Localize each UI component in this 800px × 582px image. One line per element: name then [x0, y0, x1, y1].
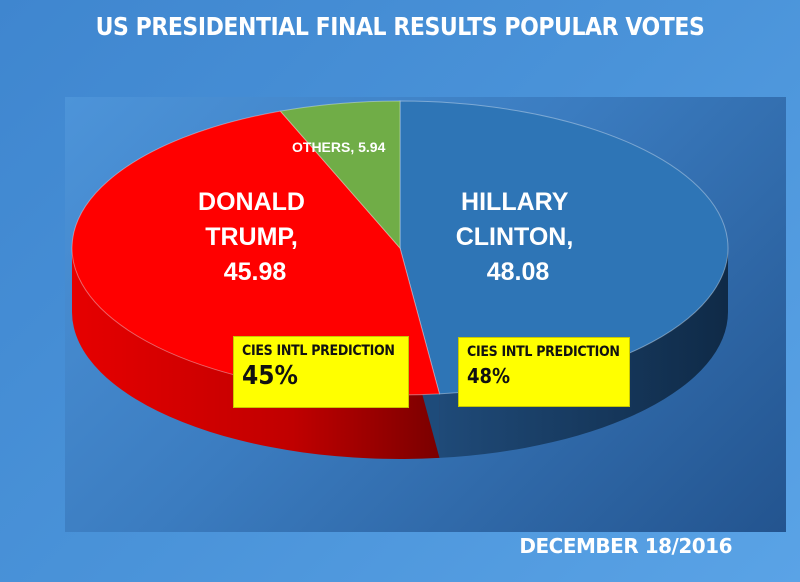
data-label-others: OTHERS, 5.94 — [292, 139, 386, 155]
prediction-value-clinton: 48% — [467, 364, 511, 388]
prediction-box-trump: CIES INTL PREDICTION 45% — [233, 336, 409, 408]
date-label: DECEMBER 18/2016 — [519, 534, 732, 558]
data-label-clinton-line1: HILLARY — [461, 188, 569, 216]
data-label-clinton-line3: 48.08 — [487, 258, 550, 286]
pie-top-faces — [71, 100, 729, 396]
data-label-trump-line1: DONALD — [198, 188, 305, 216]
prediction-value-trump: 45% — [242, 361, 298, 391]
prediction-title-clinton: CIES INTL PREDICTION — [467, 344, 620, 360]
data-label-trump: DONALD TRUMP, 45.98 — [198, 188, 312, 286]
prediction-box-clinton: CIES INTL PREDICTION 48% — [458, 337, 630, 407]
pie-slice-others — [279, 100, 401, 250]
data-label-trump-line2: TRUMP, — [205, 223, 298, 251]
prediction-title-trump: CIES INTL PREDICTION — [242, 343, 395, 359]
data-label-clinton-line2: CLINTON, — [456, 223, 574, 251]
chart-title: US PRESIDENTIAL FINAL RESULTS POPULAR VO… — [95, 12, 705, 41]
data-label-trump-line3: 45.98 — [224, 258, 287, 286]
data-label-clinton: HILLARY CLINTON, 48.08 — [456, 188, 581, 286]
